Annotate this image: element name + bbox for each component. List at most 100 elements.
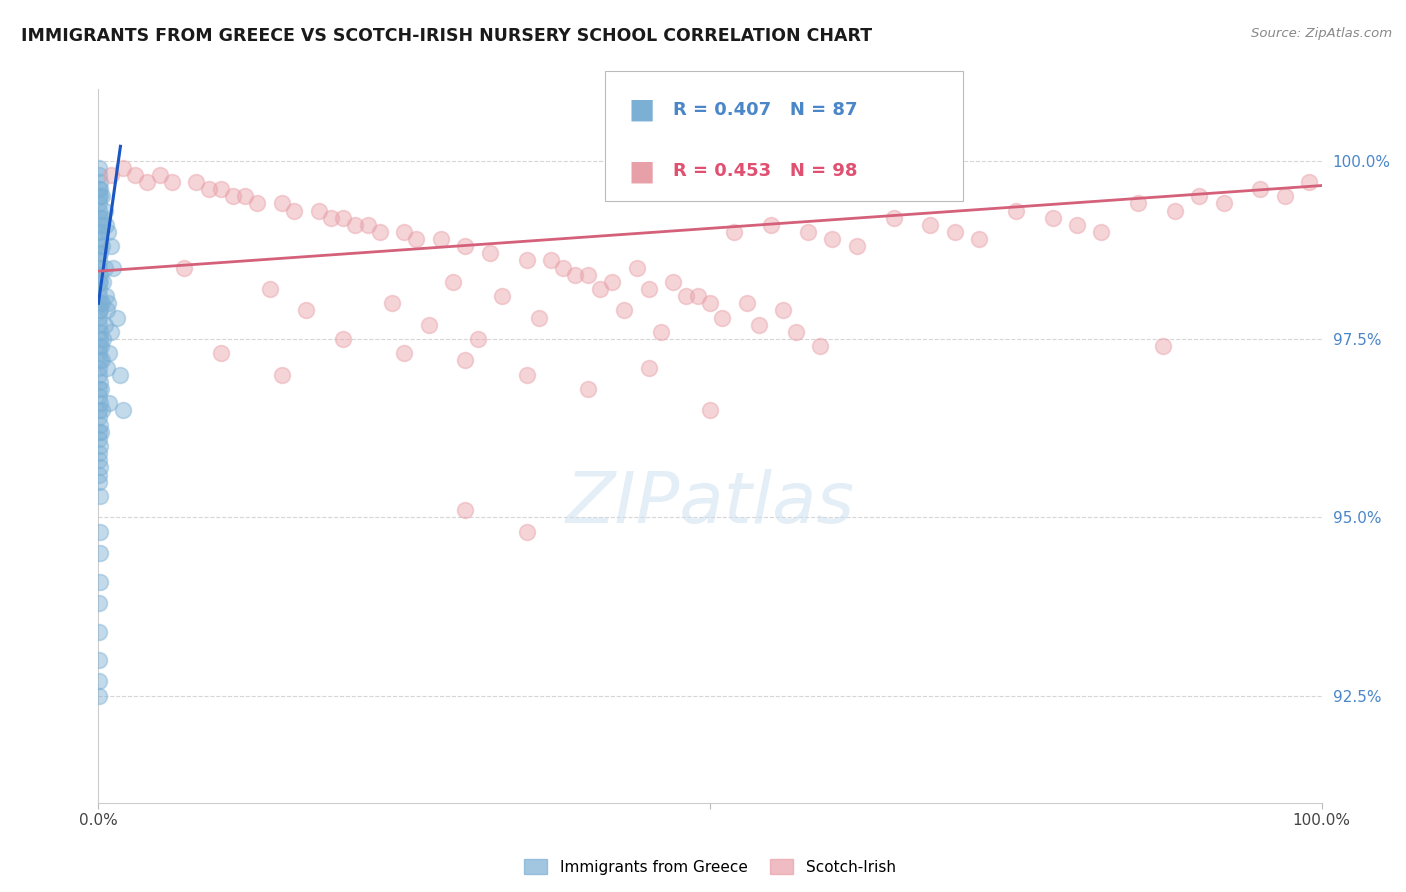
Point: [89, 275, 111, 289]
Point: [613, 303, 636, 318]
Point: [89, 325, 111, 339]
Point: [1004, 203, 1026, 218]
Point: [98, 346, 121, 360]
Point: [96, 303, 118, 318]
Point: [89, 653, 111, 667]
Point: [270, 196, 294, 211]
Point: [89, 368, 111, 382]
Point: [93, 318, 115, 332]
Point: [1152, 339, 1174, 353]
Point: [222, 189, 245, 203]
Point: [392, 346, 416, 360]
Point: [111, 403, 134, 417]
Point: [748, 318, 770, 332]
Point: [87, 310, 110, 325]
Point: [89, 489, 111, 503]
Point: [89, 439, 111, 453]
Point: [89, 168, 111, 182]
Point: [87, 161, 110, 175]
Point: [821, 232, 844, 246]
Text: IMMIGRANTS FROM GREECE VS SCOTCH-IRISH NURSERY SCHOOL CORRELATION CHART: IMMIGRANTS FROM GREECE VS SCOTCH-IRISH N…: [21, 27, 872, 45]
Point: [91, 239, 114, 253]
Point: [97, 225, 120, 239]
Point: [124, 168, 146, 182]
Point: [89, 211, 111, 225]
Point: [89, 624, 111, 639]
Point: [626, 260, 648, 275]
Point: [89, 246, 111, 260]
Point: [98, 396, 121, 410]
Point: [516, 253, 538, 268]
Point: [110, 368, 132, 382]
Point: [89, 268, 111, 282]
Point: [87, 225, 110, 239]
Point: [1274, 189, 1296, 203]
Point: [89, 303, 111, 318]
Point: [332, 332, 354, 346]
Point: [197, 182, 219, 196]
Point: [478, 246, 501, 260]
Point: [1188, 189, 1211, 203]
Point: [430, 232, 453, 246]
Point: [516, 368, 538, 382]
Point: [711, 310, 734, 325]
Point: [454, 353, 477, 368]
Point: [467, 332, 489, 346]
Point: [1066, 218, 1088, 232]
Point: [89, 246, 111, 260]
Legend: Immigrants from Greece, Scotch-Irish: Immigrants from Greece, Scotch-Irish: [519, 853, 901, 880]
Point: [686, 289, 709, 303]
Point: [576, 382, 599, 396]
Point: [356, 218, 378, 232]
Point: [87, 446, 110, 460]
Point: [516, 524, 538, 539]
Point: [91, 189, 114, 203]
Point: [89, 318, 111, 332]
Point: [405, 232, 427, 246]
Point: [638, 282, 661, 296]
Point: [149, 168, 172, 182]
Point: [772, 303, 794, 318]
Point: [87, 282, 110, 296]
Point: [91, 275, 114, 289]
Point: [1128, 196, 1150, 211]
Point: [91, 403, 114, 417]
Point: [89, 203, 111, 218]
Point: [662, 275, 685, 289]
Point: [100, 168, 122, 182]
Point: [967, 232, 990, 246]
Point: [91, 332, 114, 346]
Point: [87, 403, 110, 417]
Point: [89, 189, 111, 203]
Point: [638, 360, 661, 375]
Text: Source: ZipAtlas.com: Source: ZipAtlas.com: [1251, 27, 1392, 40]
Point: [209, 346, 232, 360]
Point: [90, 382, 112, 396]
Point: [160, 175, 183, 189]
Point: [699, 296, 721, 310]
Point: [209, 182, 232, 196]
Point: [1164, 203, 1187, 218]
Point: [89, 410, 111, 425]
Point: [87, 196, 110, 211]
Point: [527, 310, 550, 325]
Point: [93, 203, 115, 218]
Point: [89, 524, 111, 539]
Point: [576, 268, 599, 282]
Point: [797, 225, 820, 239]
Point: [491, 289, 513, 303]
Point: [89, 396, 111, 410]
Point: [785, 325, 807, 339]
Text: R = 0.453   N = 98: R = 0.453 N = 98: [673, 162, 858, 180]
Point: [761, 218, 783, 232]
Point: [89, 303, 111, 318]
Point: [89, 218, 111, 232]
Point: [259, 282, 281, 296]
Point: [650, 325, 672, 339]
Point: [368, 225, 391, 239]
Point: [381, 296, 404, 310]
Point: [1298, 175, 1320, 189]
Point: [283, 203, 305, 218]
Point: [136, 175, 159, 189]
Point: [553, 260, 575, 275]
